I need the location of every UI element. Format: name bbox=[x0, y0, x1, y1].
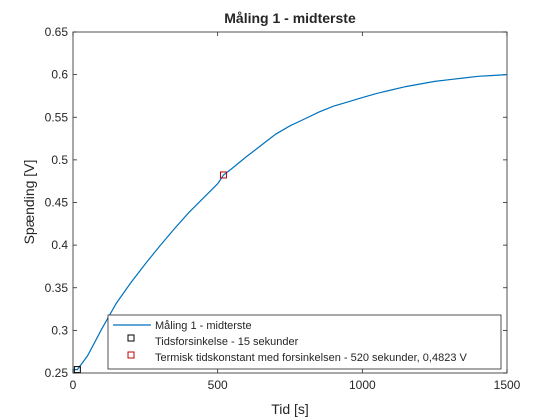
series-marker-2 bbox=[219, 171, 227, 179]
legend: Måling 1 - midterste Tidsforsinkelse - 1… bbox=[107, 314, 502, 370]
x-tick-label: 500 bbox=[208, 378, 228, 392]
legend-label-2: Termisk tidskonstant med forsinkelsen - … bbox=[155, 352, 467, 364]
y-tick-label: 0.3 bbox=[51, 323, 68, 337]
x-tick-label: 1500 bbox=[494, 378, 521, 392]
legend-marker-red bbox=[127, 351, 135, 359]
y-tick-label: 0.45 bbox=[45, 196, 69, 210]
series-marker-1 bbox=[73, 366, 81, 374]
legend-marker-black bbox=[127, 334, 135, 342]
x-tick-label: 0 bbox=[70, 378, 77, 392]
chart-title: Måling 1 - midterste bbox=[224, 10, 356, 26]
legend-box bbox=[107, 314, 502, 370]
legend-label-0: Måling 1 - midterste bbox=[155, 320, 252, 332]
series-layer bbox=[73, 74, 508, 374]
axis-ticks: 0 500 1000 1500 0.25 0.3 0.35 0.4 0.45 0.5 0.55 0.6… bbox=[45, 25, 521, 392]
x-axis-label: Tid [s] bbox=[271, 401, 309, 417]
y-tick-label: 0.5 bbox=[51, 153, 68, 167]
y-tick-label: 0.35 bbox=[45, 281, 69, 295]
y-tick-label: 0.55 bbox=[45, 110, 69, 124]
x-tick-label: 1000 bbox=[349, 378, 376, 392]
y-axis-label: Spænding [V] bbox=[21, 160, 37, 245]
series-line-0 bbox=[73, 74, 508, 371]
y-tick-label: 0.65 bbox=[45, 25, 69, 39]
y-tick-label: 0.4 bbox=[51, 238, 68, 252]
y-tick-label: 0.25 bbox=[45, 366, 69, 380]
y-tick-label: 0.6 bbox=[51, 68, 68, 82]
legend-label-1: Tidsforsinkelse - 15 sekunder bbox=[155, 336, 299, 348]
